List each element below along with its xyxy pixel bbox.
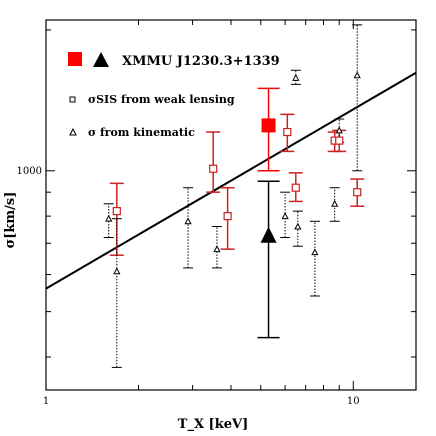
x-tick-label: 1	[43, 396, 49, 407]
data-point-filled-square	[261, 118, 276, 133]
plot-frame	[45, 19, 417, 391]
data-point-open-square	[353, 188, 362, 197]
legend-weak-lensing-label: σSIS from weak lensing	[88, 93, 235, 106]
y-tick-label: 1000	[17, 166, 42, 177]
data-point-open-square	[209, 164, 218, 173]
data-point-open-triangle	[292, 73, 300, 81]
data-point-open-triangle	[105, 214, 113, 222]
data-point-open-triangle	[353, 71, 361, 79]
legend-cluster-label: XMMU J1230.3+1339	[122, 54, 280, 69]
data-point-open-triangle	[331, 199, 339, 207]
x-tick-label: 10	[347, 396, 360, 407]
y-axis-label: σ[km/s]	[3, 192, 18, 249]
axis-ticks: 1 10 1000	[17, 20, 416, 407]
data-point-open-triangle	[213, 245, 221, 253]
x-axis-label: T_X [keV]	[178, 417, 248, 432]
error-bars	[103, 24, 365, 368]
data-point-open-triangle	[281, 212, 289, 220]
legend-kinematic-label: σ from kinematic	[88, 126, 195, 139]
data-markers	[105, 71, 362, 275]
data-point-open-square	[335, 136, 344, 145]
fit-line-group	[45, 71, 417, 290]
data-point-open-square	[291, 183, 300, 192]
data-point-open-triangle	[335, 126, 343, 134]
legend-red-square-marker	[68, 52, 82, 66]
data-point-open-square	[283, 127, 292, 137]
data-point-filled-triangle	[260, 226, 277, 243]
legend-open-square-marker	[69, 96, 76, 103]
legend-open-triangle-marker	[69, 127, 77, 136]
legend: XMMU J1230.3+1339 σSIS from weak lensing…	[68, 52, 280, 139]
data-point-open-square	[112, 206, 121, 216]
data-point-open-square	[223, 212, 232, 221]
fit-line	[45, 71, 417, 290]
data-point-open-triangle	[184, 217, 192, 225]
data-point-open-triangle	[113, 267, 121, 275]
legend-black-triangle-marker	[93, 52, 109, 67]
data-point-open-triangle	[311, 248, 319, 256]
data-point-open-triangle	[294, 222, 302, 230]
